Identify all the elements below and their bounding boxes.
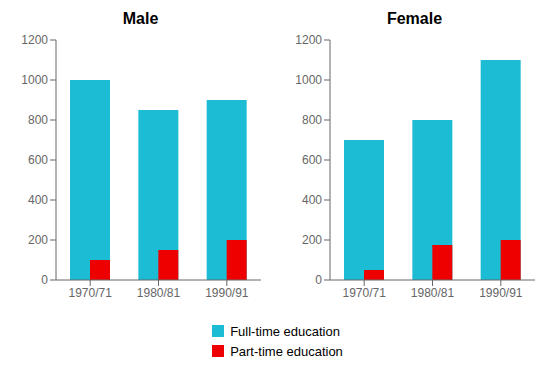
svg-text:1980/81: 1980/81 [137, 286, 181, 300]
svg-text:200: 200 [302, 233, 322, 247]
svg-text:1000: 1000 [21, 73, 48, 87]
svg-text:1200: 1200 [21, 33, 48, 47]
svg-text:600: 600 [28, 153, 48, 167]
svg-text:1970/71: 1970/71 [68, 286, 112, 300]
svg-text:400: 400 [302, 193, 322, 207]
svg-text:0: 0 [41, 273, 48, 287]
svg-text:200: 200 [28, 233, 48, 247]
svg-text:600: 600 [302, 153, 322, 167]
svg-text:800: 800 [28, 113, 48, 127]
svg-text:0: 0 [315, 273, 322, 287]
svg-text:1000: 1000 [295, 73, 322, 87]
html-text:Full-time education: Full-time education [230, 323, 340, 339]
svg-text:1980/81: 1980/81 [411, 286, 455, 300]
svg-text:400: 400 [28, 193, 48, 207]
html-text:Male: Male [122, 10, 159, 27]
svg-text:1970/71: 1970/71 [342, 286, 386, 300]
html-text:Female: Female [386, 10, 443, 27]
html-text:Part-time education: Part-time education [230, 343, 343, 359]
svg-text:800: 800 [302, 113, 322, 127]
svg-text:1990/91: 1990/91 [205, 286, 249, 300]
svg-text:1200: 1200 [295, 33, 322, 47]
svg-text:1990/91: 1990/91 [479, 286, 523, 300]
